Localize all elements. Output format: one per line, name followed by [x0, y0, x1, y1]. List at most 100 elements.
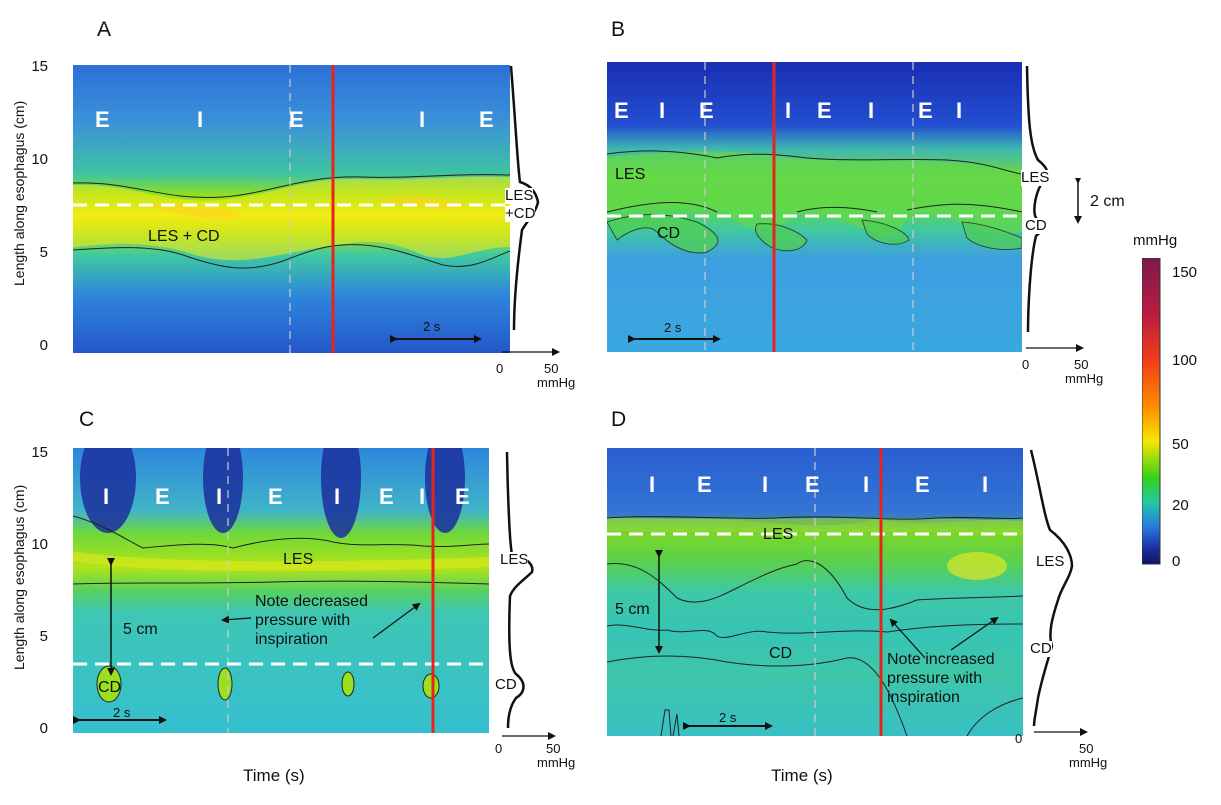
profile-les-label: LES [505, 187, 534, 204]
panel-c-heatmap: I E I E I E I E LES 5 cm Note decreased … [73, 448, 489, 733]
phase-label: I [863, 472, 870, 497]
cd-label: CD [657, 225, 681, 242]
phase-label: I [419, 484, 426, 509]
note-line-3: inspiration [255, 631, 328, 648]
cd-label: CD [769, 645, 793, 662]
profile-tick-0: 0 [1015, 731, 1023, 746]
profile-tick-50: 50 [546, 741, 561, 756]
cd-label: CD [98, 679, 122, 696]
y-tick-10: 10 [31, 151, 48, 168]
phase-label: E [379, 484, 394, 509]
time-scale-bar-label: 2 s [423, 319, 441, 334]
phase-label: E [95, 107, 110, 132]
y-tick-15: 15 [31, 444, 48, 461]
profile-les-label: LES [500, 551, 529, 568]
panel-b-pressure-profile [1025, 65, 1084, 352]
phase-label: E [455, 484, 470, 509]
y-tick-0: 0 [39, 337, 48, 354]
y-tick-0: 0 [39, 720, 48, 737]
profile-unit: mmHg [1069, 755, 1108, 770]
phase-label: E [697, 472, 712, 497]
note-line-3: inspiration [887, 689, 960, 706]
phase-label: E [289, 107, 304, 132]
colorbar-tick: 0 [1172, 553, 1181, 570]
note-line-2: pressure with [255, 612, 351, 629]
phase-label: E [918, 98, 933, 123]
separation-arrow [1074, 178, 1082, 224]
time-scale-bar-label: 2 s [664, 320, 682, 335]
separation-label: 5 cm [615, 601, 650, 618]
phase-label: E [699, 98, 714, 123]
panel-c-pressure-profile [502, 451, 556, 740]
panel-a-pressure-profile [502, 65, 560, 356]
profile-cd-label: CD [1030, 640, 1052, 657]
time-scale-bar-label: 2 s [719, 710, 737, 725]
panel-b-heatmap: E I E I E I E I LES CD 2 s [607, 62, 1022, 352]
phase-label: E [268, 484, 283, 509]
phase-label: E [915, 472, 930, 497]
phase-label: I [334, 484, 341, 509]
phase-label: I [649, 472, 656, 497]
colorbar-gradient [1142, 258, 1161, 565]
les-label: LES [283, 551, 314, 568]
panel-d-pressure-profile [1029, 449, 1088, 736]
phase-label: I [197, 107, 204, 132]
panel-a-letter: A [97, 18, 112, 41]
profile-tick-50: 50 [544, 361, 559, 376]
profile-les-label: LES [1021, 169, 1050, 186]
separation-label: 5 cm [123, 621, 158, 638]
phase-label: E [614, 98, 629, 123]
colorbar-tick: 20 [1172, 497, 1189, 514]
phase-label: I [216, 484, 223, 509]
profile-unit: mmHg [537, 375, 576, 390]
note-line-1: Note decreased [255, 593, 368, 610]
phase-label: I [956, 98, 963, 123]
x-axis-label: Time (s) [243, 766, 305, 785]
phase-label: I [982, 472, 989, 497]
panel-c-letter: C [79, 408, 95, 431]
profile-unit: mmHg [1065, 371, 1104, 386]
phase-label: E [479, 107, 494, 132]
phase-label: I [762, 472, 769, 497]
phase-label: I [419, 107, 426, 132]
profile-tick-50: 50 [1079, 741, 1094, 756]
profile-tick-50: 50 [1074, 357, 1089, 372]
profile-les-label: LES [1036, 553, 1065, 570]
x-axis-label: Time (s) [771, 766, 833, 785]
profile-cd-label: +CD [505, 205, 536, 222]
profile-tick-0: 0 [495, 741, 503, 756]
separation-label: 2 cm [1090, 193, 1125, 210]
y-tick-5: 5 [39, 628, 48, 645]
profile-tick-0: 0 [496, 361, 504, 376]
colorbar-unit: mmHg [1133, 232, 1178, 249]
profile-tick-0: 0 [1022, 357, 1030, 372]
les-cd-label: LES + CD [148, 228, 220, 245]
y-axis-label-top: Length along esophagus (cm) [11, 100, 27, 286]
profile-cd-label: CD [495, 676, 517, 693]
phase-label: I [868, 98, 875, 123]
y-tick-5: 5 [39, 244, 48, 261]
note-line-1: Note increased [887, 651, 995, 668]
phase-label: E [805, 472, 820, 497]
note-line-2: pressure with [887, 670, 983, 687]
colorbar-tick: 50 [1172, 436, 1189, 453]
panel-b-letter: B [611, 18, 626, 41]
phase-label: E [817, 98, 832, 123]
phase-label: I [785, 98, 792, 123]
time-scale-bar-label: 2 s [113, 705, 131, 720]
y-tick-10: 10 [31, 536, 48, 553]
panel-d-letter: D [611, 408, 627, 431]
colorbar-tick: 150 [1172, 264, 1198, 281]
les-label: LES [763, 526, 794, 543]
y-tick-15: 15 [31, 58, 48, 75]
les-label: LES [615, 166, 646, 183]
phase-label: I [659, 98, 666, 123]
panel-a-heatmap: E I E I E LES + CD 2 s [73, 65, 510, 353]
phase-label: I [103, 484, 110, 509]
phase-label: E [155, 484, 170, 509]
y-axis-label-bottom: Length along esophagus (cm) [11, 484, 27, 670]
profile-cd-label: CD [1025, 217, 1047, 234]
panel-d-heatmap: I E I E I E I LES 5 cm CD Note increased… [607, 448, 1023, 736]
colorbar-tick: 100 [1172, 352, 1198, 369]
